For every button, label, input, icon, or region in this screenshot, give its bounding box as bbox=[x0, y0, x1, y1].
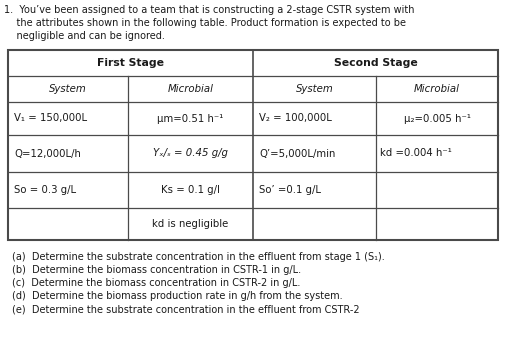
Text: μ₂=0.005 h⁻¹: μ₂=0.005 h⁻¹ bbox=[404, 113, 470, 124]
Text: First Stage: First Stage bbox=[97, 58, 164, 68]
Text: V₁ = 150,000L: V₁ = 150,000L bbox=[14, 113, 87, 124]
Text: Microbial: Microbial bbox=[167, 84, 213, 94]
Text: μm=0.51 h⁻¹: μm=0.51 h⁻¹ bbox=[157, 113, 224, 124]
Bar bbox=[8, 50, 498, 240]
Text: the attributes shown in the following table. Product formation is expected to be: the attributes shown in the following ta… bbox=[4, 18, 406, 28]
Text: kd =0.004 h⁻¹: kd =0.004 h⁻¹ bbox=[380, 149, 452, 159]
Text: kd is negligible: kd is negligible bbox=[153, 219, 229, 229]
Text: Ks = 0.1 g/l: Ks = 0.1 g/l bbox=[161, 185, 220, 195]
Text: Q=12,000L/h: Q=12,000L/h bbox=[14, 149, 81, 159]
Text: (c)  Determine the biomass concentration in CSTR-2 in g/L.: (c) Determine the biomass concentration … bbox=[12, 278, 300, 288]
Text: negligible and can be ignored.: negligible and can be ignored. bbox=[4, 31, 165, 41]
Text: (a)  Determine the substrate concentration in the effluent from stage 1 (S₁).: (a) Determine the substrate concentratio… bbox=[12, 252, 385, 262]
Text: Yₓ/ₛ = 0.45 g/g: Yₓ/ₛ = 0.45 g/g bbox=[153, 149, 228, 159]
Text: Second Stage: Second Stage bbox=[334, 58, 417, 68]
Text: So’ =0.1 g/L: So’ =0.1 g/L bbox=[259, 185, 321, 195]
Text: 1.  You’ve been assigned to a team that is constructing a 2-stage CSTR system wi: 1. You’ve been assigned to a team that i… bbox=[4, 5, 415, 15]
Text: V₂ = 100,000L: V₂ = 100,000L bbox=[259, 113, 332, 124]
Text: Microbial: Microbial bbox=[414, 84, 460, 94]
Text: Q’=5,000L/min: Q’=5,000L/min bbox=[259, 149, 335, 159]
Text: (b)  Determine the biomass concentration in CSTR-1 in g/L.: (b) Determine the biomass concentration … bbox=[12, 265, 301, 275]
Text: So = 0.3 g/L: So = 0.3 g/L bbox=[14, 185, 76, 195]
Text: (d)  Determine the biomass production rate in g/h from the system.: (d) Determine the biomass production rat… bbox=[12, 291, 343, 301]
Text: (e)  Determine the substrate concentration in the effluent from CSTR-2: (e) Determine the substrate concentratio… bbox=[12, 304, 359, 314]
Text: System: System bbox=[49, 84, 87, 94]
Text: System: System bbox=[296, 84, 334, 94]
